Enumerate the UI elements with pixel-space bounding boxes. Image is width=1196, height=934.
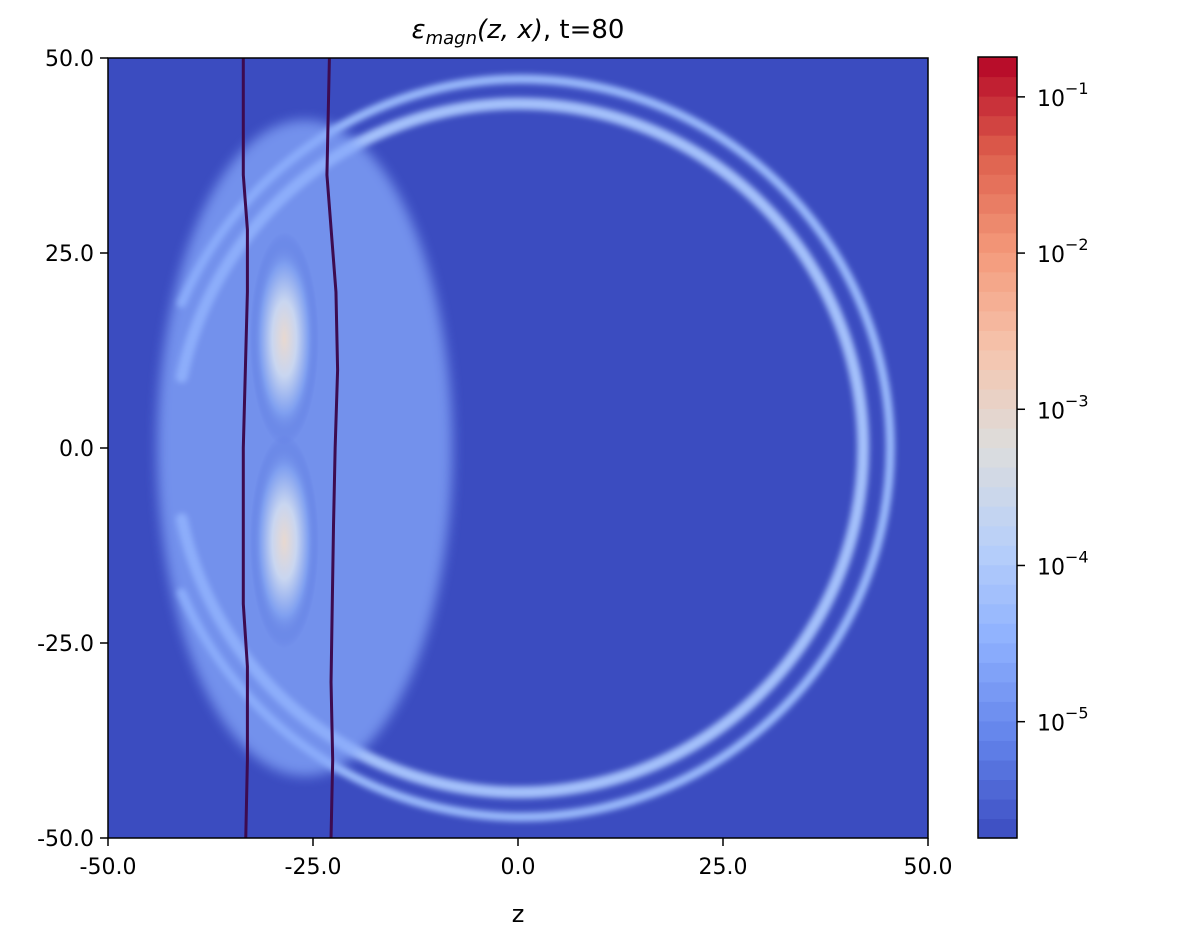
x-axis-label: z [512, 900, 525, 928]
colorbar-band [978, 701, 1017, 722]
heatmap-features [157, 74, 895, 822]
colorbar-band [978, 779, 1017, 800]
colorbar-band [978, 447, 1017, 468]
colorbar-band [978, 506, 1017, 527]
x-tick-label: -25.0 [285, 855, 342, 880]
colorbar-band [978, 174, 1017, 195]
colorbar-band [978, 486, 1017, 507]
title-symbol: ε [412, 15, 426, 45]
colorbar-tick-label: 10−5 [1037, 704, 1089, 737]
colorbar-band [978, 349, 1017, 370]
colorbar-band [978, 135, 1017, 156]
colorbar-band [978, 681, 1017, 702]
colorbar-band [978, 740, 1017, 761]
colorbar-band [978, 232, 1017, 253]
colorbar-tick-label: 10−4 [1037, 547, 1089, 580]
colorbar-band [978, 798, 1017, 820]
y-tick-label: 0.0 [59, 437, 94, 462]
colorbar-band [978, 759, 1017, 781]
y-tick-label: -50.0 [37, 827, 94, 852]
colorbar-band [978, 115, 1017, 136]
x-tick-label: 0.0 [501, 855, 536, 880]
colorbar-band [978, 154, 1017, 175]
colorbar-band [978, 291, 1017, 312]
colorbar-band [978, 662, 1017, 683]
colorbar-band [978, 467, 1017, 488]
chart-title: εmagn(z, x), t=80 [412, 15, 625, 49]
y-axis: 50.0 25.0 0.0 -25.0 -50.0 [37, 47, 108, 852]
colorbar-band [978, 720, 1017, 741]
title-subscript: magn [426, 28, 477, 49]
colorbar-tick-label: 10−3 [1037, 391, 1089, 424]
y-tick-label: 25.0 [45, 242, 94, 267]
colorbar-band [978, 642, 1017, 663]
colorbar-band [978, 818, 1017, 839]
glow-region [157, 120, 453, 776]
inner-ring [175, 97, 870, 799]
x-axis: -50.0 -25.0 0.0 25.0 50.0 [80, 838, 953, 880]
colorbar-band [978, 545, 1017, 566]
colorbar-band [978, 193, 1017, 214]
colorbar-band [978, 623, 1017, 644]
colorbar-band [978, 271, 1017, 292]
colorbar-band [978, 213, 1017, 234]
bright-lobe-2 [249, 434, 319, 649]
colorbar-band [978, 310, 1017, 331]
colorbar-band [978, 564, 1017, 585]
colorbar-tick-label: 10−2 [1037, 235, 1089, 268]
bright-lobe-1 [249, 232, 319, 446]
y-tick-label: 50.0 [45, 47, 94, 72]
colorbar-frame [977, 56, 1018, 839]
colorbar-band [978, 330, 1017, 351]
colorbar-band [978, 57, 1017, 78]
x-tick-label: 50.0 [904, 855, 953, 880]
colorbar-band [978, 408, 1017, 429]
colorbar-band [978, 96, 1017, 117]
colorbar-bands [978, 57, 1017, 839]
x-tick-label: 25.0 [699, 855, 748, 880]
colorbar-band [978, 603, 1017, 624]
colorbar-band [978, 252, 1017, 273]
colorbar: 10−1 10−2 10−3 10−4 10−5 [977, 56, 1089, 839]
colorbar-band [978, 584, 1017, 605]
colorbar-band [978, 427, 1017, 449]
colorbar-band [978, 388, 1017, 410]
contour-line-2 [325, 58, 340, 838]
title-suffix: , t=80 [543, 15, 625, 45]
y-tick-label: -25.0 [37, 632, 94, 657]
colorbar-tick-label: 10−1 [1037, 79, 1089, 112]
colorbar-band [978, 369, 1017, 390]
contour-lines [241, 58, 340, 838]
plot-area [108, 58, 928, 838]
title-args: (z, x) [477, 15, 543, 45]
colorbar-band [978, 76, 1017, 97]
x-tick-label: -50.0 [80, 855, 137, 880]
contour-line-1 [241, 58, 249, 838]
colorbar-ticks: 10−1 10−2 10−3 10−4 10−5 [1017, 79, 1089, 737]
outer-ring [177, 74, 895, 822]
colorbar-band [978, 525, 1017, 546]
